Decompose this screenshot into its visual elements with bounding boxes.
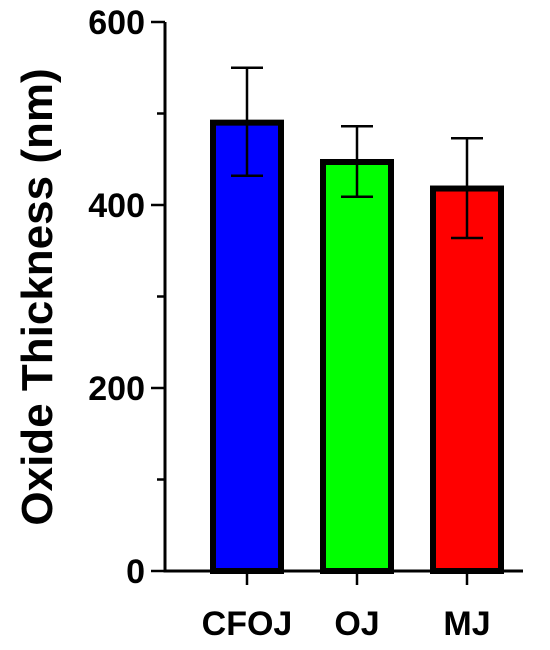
- y-tick-label: 600: [88, 4, 145, 42]
- error-bars: [231, 66, 483, 240]
- y-tick-label: 200: [88, 370, 145, 408]
- y-axis-label: Oxide Thickness (nm): [13, 68, 62, 525]
- x-tick-label: OJ: [334, 605, 379, 643]
- error-bar-cfoj: [231, 66, 263, 177]
- bar-cfoj: [210, 119, 284, 575]
- x-tick-label: CFOJ: [202, 605, 293, 643]
- bar-mj: [430, 185, 504, 574]
- y-tick-label: 0: [126, 553, 145, 591]
- bar-oj: [320, 158, 394, 574]
- y-axis: 0 200 400 600: [88, 4, 165, 591]
- error-bar-oj: [341, 125, 373, 199]
- x-axis: CFOJ OJ MJ: [202, 571, 491, 643]
- x-tick-label: MJ: [443, 605, 490, 643]
- error-bar-mj: [451, 136, 483, 240]
- y-tick-label: 400: [88, 187, 145, 225]
